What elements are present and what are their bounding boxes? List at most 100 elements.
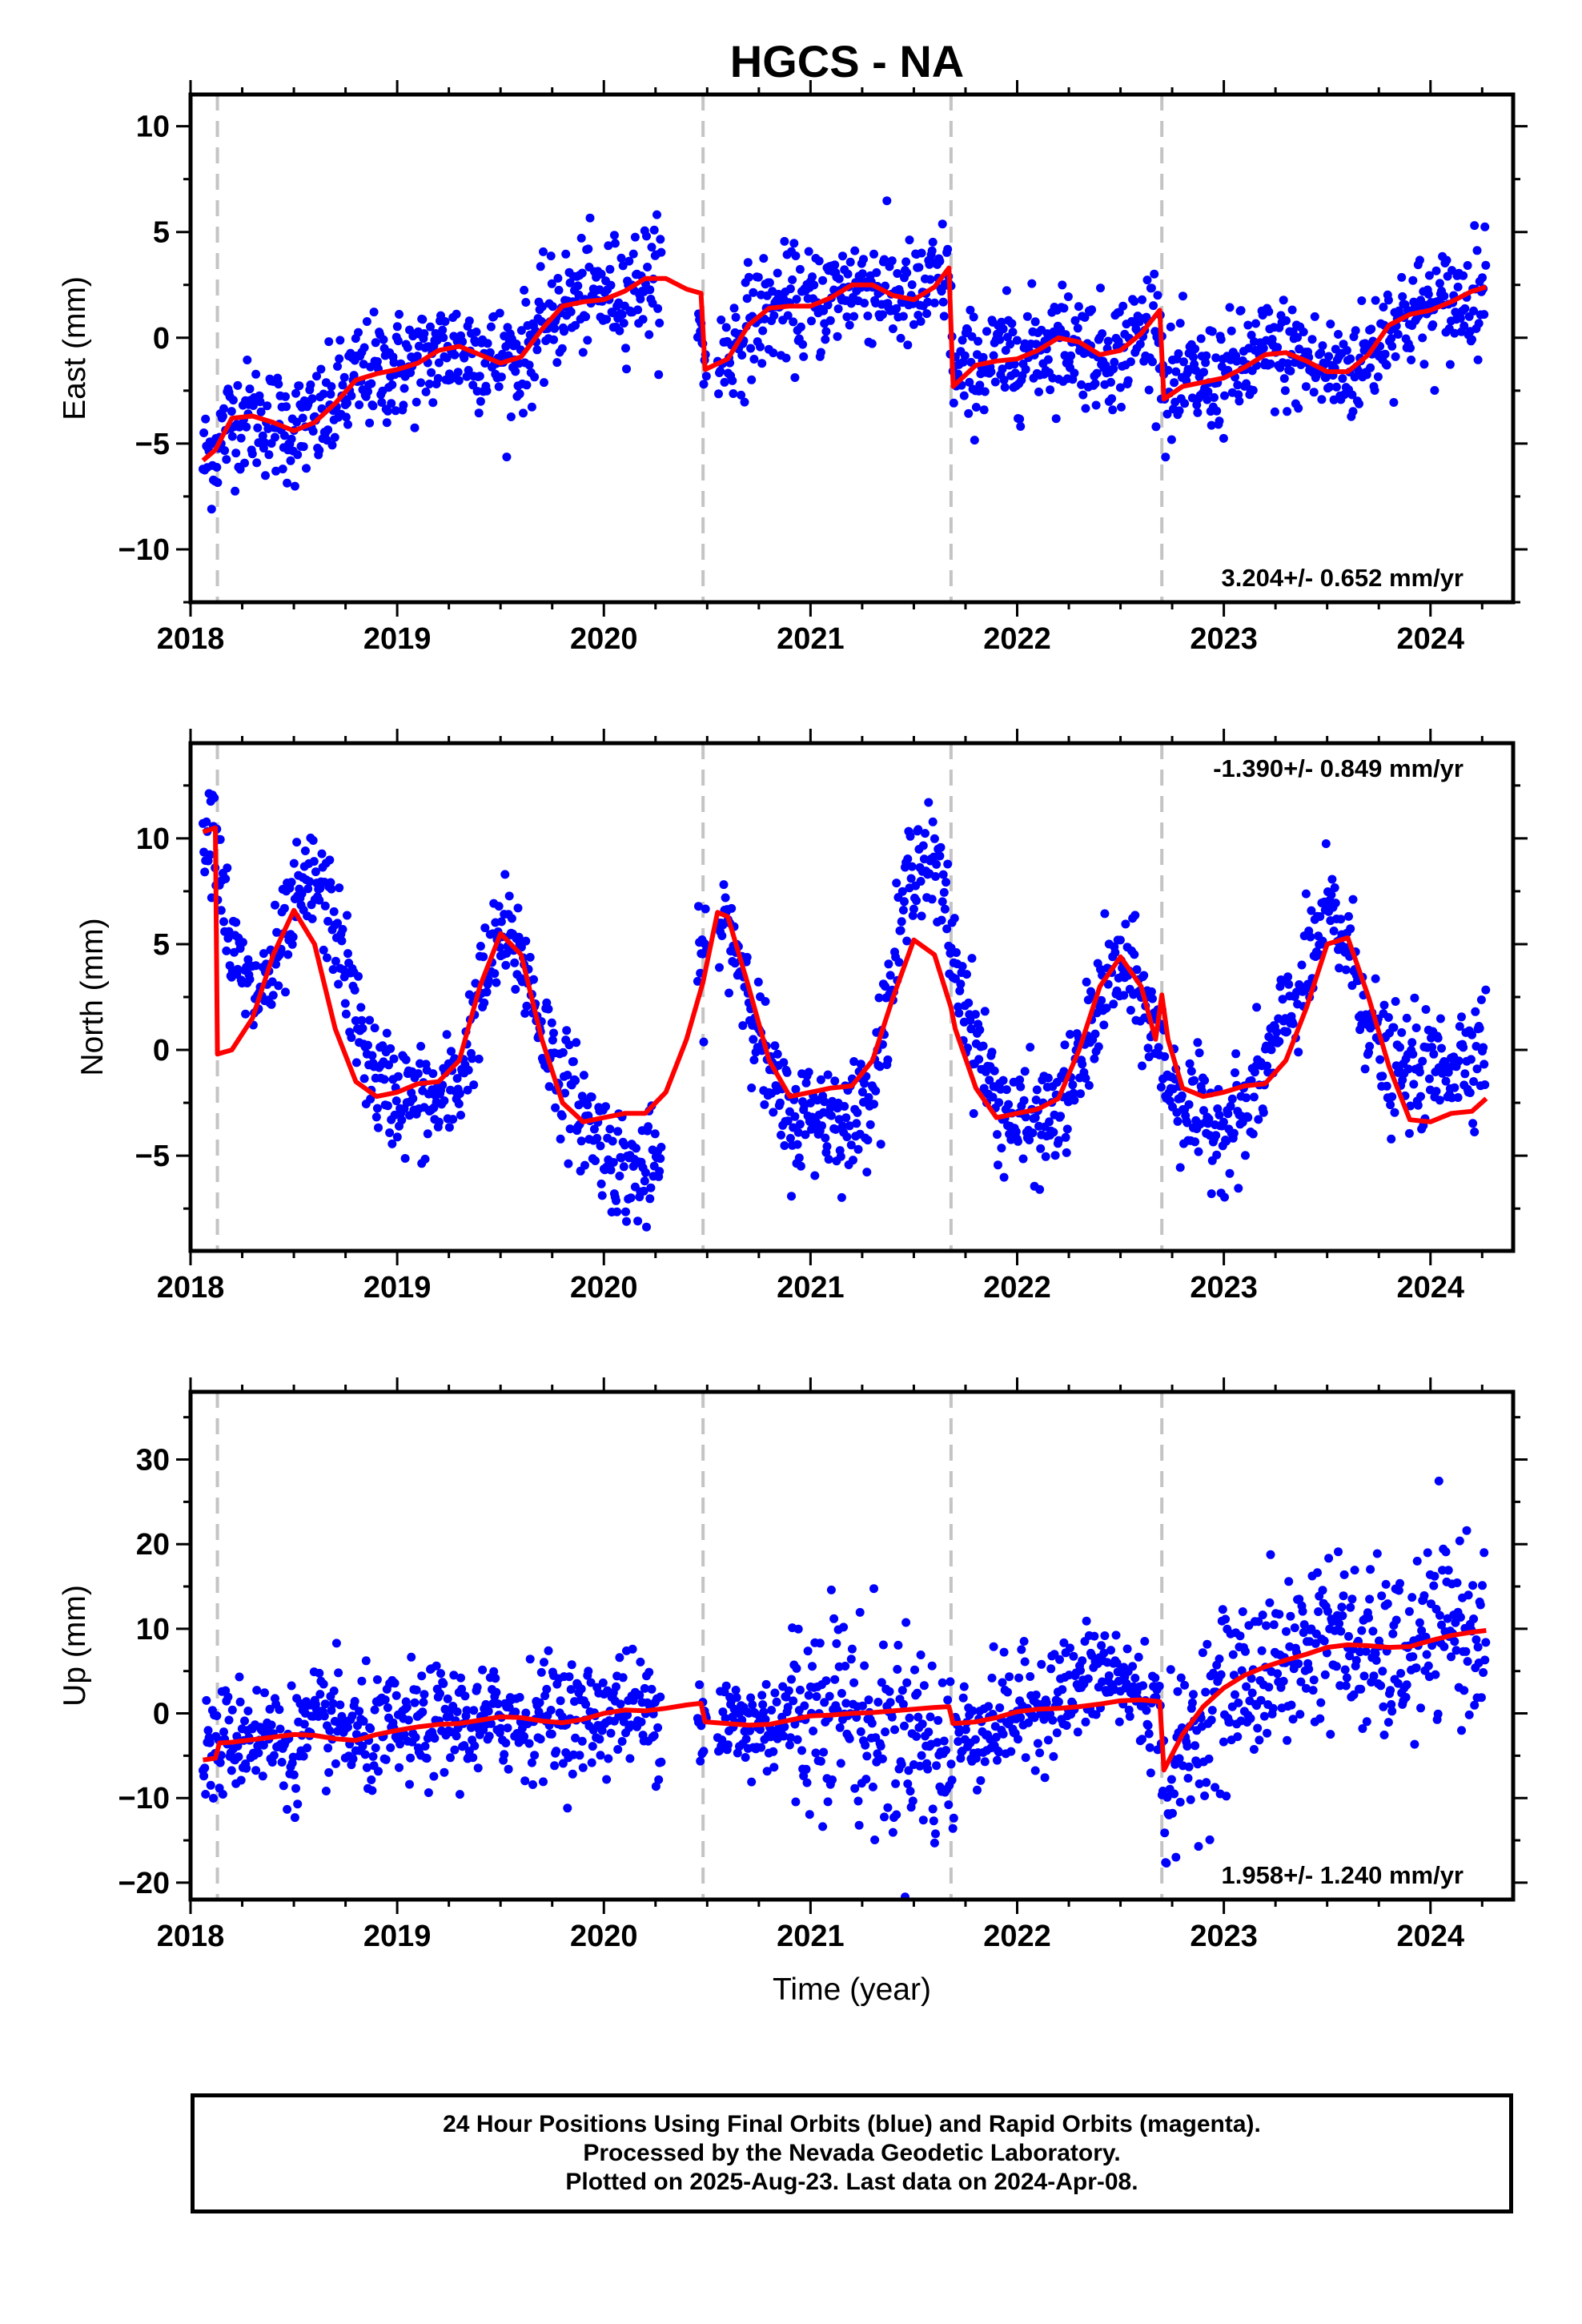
data-point — [1318, 341, 1327, 351]
data-point — [1193, 1038, 1203, 1047]
data-point — [1331, 899, 1340, 908]
data-point — [1231, 1068, 1239, 1077]
data-point — [931, 872, 940, 881]
data-point — [836, 1152, 845, 1161]
data-point — [834, 274, 844, 283]
data-point — [544, 1646, 553, 1655]
data-point — [359, 1716, 368, 1726]
data-point — [1479, 1043, 1488, 1052]
data-point — [1478, 273, 1487, 283]
data-point — [363, 1040, 372, 1050]
data-point — [551, 1103, 560, 1112]
data-point — [958, 962, 967, 971]
caption-line-3: Plotted on 2025-Aug-23. Last data on 202… — [565, 2169, 1138, 2195]
data-point — [1317, 395, 1327, 404]
data-point — [973, 1785, 982, 1795]
data-point — [220, 446, 230, 456]
data-point — [896, 926, 905, 935]
data-point — [1402, 1013, 1411, 1023]
data-point — [1189, 352, 1198, 362]
data-point — [1460, 1069, 1470, 1079]
data-point — [362, 1763, 371, 1772]
north-x-tick-label: 2022 — [983, 1271, 1051, 1305]
data-point — [780, 236, 789, 246]
data-point — [1049, 1751, 1058, 1761]
data-point — [241, 1009, 251, 1019]
data-point — [476, 396, 485, 406]
data-point — [959, 391, 969, 400]
data-point — [719, 880, 729, 890]
data-point — [999, 376, 1009, 384]
data-point — [1433, 1033, 1443, 1043]
data-point — [881, 1727, 890, 1737]
data-point — [279, 903, 289, 913]
data-point — [695, 1680, 705, 1690]
data-point — [1060, 1040, 1070, 1050]
data-point — [978, 1041, 988, 1051]
data-point — [1238, 1607, 1247, 1616]
data-point — [746, 344, 756, 353]
data-point — [837, 1192, 846, 1202]
data-point — [699, 1037, 709, 1047]
data-point — [1457, 1726, 1466, 1735]
data-point — [1296, 1677, 1306, 1687]
data-point — [243, 356, 252, 364]
data-point — [248, 401, 258, 410]
data-point — [396, 1739, 405, 1749]
data-point — [642, 231, 651, 241]
data-point — [1459, 271, 1468, 280]
data-point — [608, 1136, 617, 1146]
data-point — [655, 318, 665, 328]
data-point — [905, 1787, 915, 1796]
data-point — [618, 261, 628, 271]
data-point — [1293, 332, 1303, 342]
data-point — [869, 1584, 878, 1594]
data-point — [1331, 1662, 1341, 1671]
data-point — [1411, 1023, 1421, 1032]
data-point — [830, 1076, 840, 1086]
data-point — [782, 1068, 792, 1077]
data-point — [829, 1614, 839, 1623]
data-point — [1203, 395, 1212, 404]
data-point — [980, 387, 990, 396]
data-point — [984, 1702, 994, 1711]
data-point — [1401, 1693, 1411, 1702]
data-point — [347, 1711, 357, 1721]
data-point — [841, 1699, 851, 1708]
data-point — [566, 1685, 576, 1695]
data-point — [849, 1156, 857, 1165]
data-point — [245, 384, 255, 394]
data-point — [489, 1667, 499, 1676]
data-point — [785, 284, 795, 294]
data-point — [1112, 1659, 1122, 1668]
data-point — [967, 954, 977, 963]
data-point — [1404, 1606, 1414, 1616]
data-point — [371, 1743, 380, 1753]
data-point — [456, 1673, 465, 1683]
data-point — [910, 1665, 919, 1675]
data-point — [1031, 1691, 1041, 1699]
data-point — [547, 1729, 556, 1739]
east-x-tick-label: 2019 — [363, 622, 432, 656]
data-point — [547, 279, 556, 288]
data-point — [587, 1758, 596, 1767]
data-point — [816, 1756, 825, 1766]
data-point — [506, 412, 516, 421]
data-point — [602, 1775, 612, 1784]
data-point — [1279, 296, 1288, 305]
data-point — [456, 1111, 465, 1120]
data-point — [877, 1678, 886, 1687]
data-point — [359, 360, 368, 369]
data-point — [1324, 352, 1334, 361]
data-point — [576, 1136, 586, 1146]
data-point — [693, 976, 702, 986]
data-point — [1270, 407, 1279, 416]
data-point — [504, 891, 514, 901]
data-point — [1410, 1739, 1419, 1749]
data-point — [557, 1712, 567, 1722]
data-point — [530, 372, 540, 382]
data-point — [1156, 1083, 1166, 1092]
data-point — [968, 1706, 978, 1715]
data-point — [897, 887, 907, 896]
data-point — [1233, 1732, 1243, 1742]
